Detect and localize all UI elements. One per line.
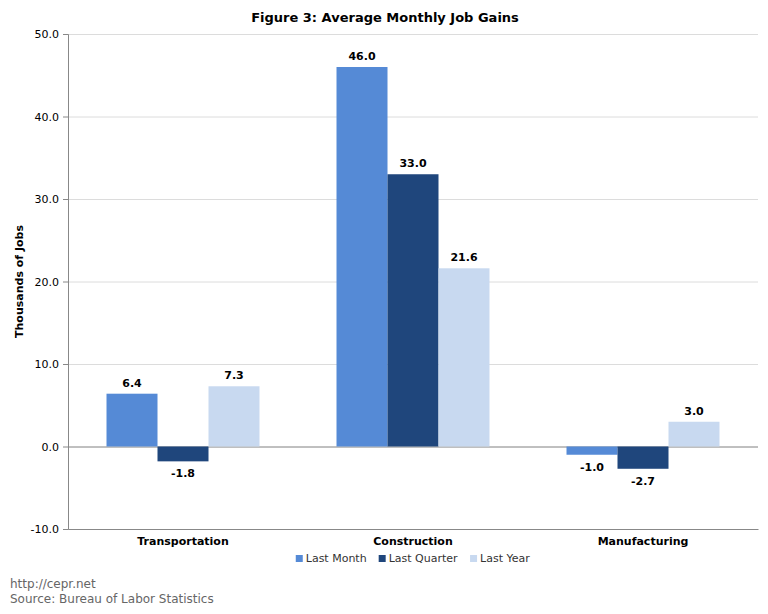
legend: Last Month Last Quarter Last Year bbox=[296, 552, 530, 565]
data-label: 6.4 bbox=[122, 377, 142, 390]
grid-line bbox=[68, 34, 758, 35]
y-tick-mark bbox=[63, 282, 68, 283]
chart: -10.0 0.0 10.0 20.0 30.0 40.0 50.0 Transportati… bbox=[0, 0, 768, 614]
data-label: -2.7 bbox=[631, 475, 655, 488]
data-label: 33.0 bbox=[399, 157, 426, 170]
x-tick: Transportation bbox=[137, 529, 228, 548]
data-label: -1.0 bbox=[580, 461, 604, 474]
x-tick-label: Construction bbox=[373, 535, 452, 548]
y-tick-label: 30.0 bbox=[35, 193, 60, 206]
y-tick-mark bbox=[63, 364, 68, 365]
y-tick-mark bbox=[63, 34, 68, 35]
legend-item: Last Quarter bbox=[379, 552, 458, 565]
x-axis-line bbox=[69, 529, 759, 530]
annotation: http://cepr.net bbox=[10, 577, 96, 591]
y-tick-label: 0.0 bbox=[42, 441, 60, 454]
bar bbox=[158, 447, 209, 462]
y-axis-title: Thousands of Jobs bbox=[13, 225, 26, 338]
legend-swatch bbox=[296, 555, 303, 562]
bar bbox=[208, 386, 259, 446]
annotation: Source: Bureau of Labor Statistics bbox=[10, 592, 214, 606]
bar bbox=[438, 268, 489, 446]
legend-item: Last Year bbox=[470, 552, 530, 565]
bar bbox=[337, 67, 388, 447]
x-axis: Transportation Construction Manufacturing bbox=[69, 529, 759, 548]
y-tick-label: 10.0 bbox=[35, 358, 60, 371]
data-label: 46.0 bbox=[348, 50, 375, 63]
legend-swatch bbox=[379, 555, 386, 562]
x-tick-label: Manufacturing bbox=[598, 535, 689, 548]
y-tick-mark bbox=[63, 199, 68, 200]
bars bbox=[107, 67, 720, 469]
y-tick-mark bbox=[63, 447, 68, 448]
y-tick-mark bbox=[63, 529, 68, 530]
bar bbox=[618, 447, 669, 469]
legend-item: Last Month bbox=[296, 552, 367, 565]
x-tick: Manufacturing bbox=[598, 529, 689, 548]
y-tick-mark bbox=[63, 117, 68, 118]
y-tick-label: -10.0 bbox=[31, 523, 59, 536]
y-tick: 50.0 bbox=[35, 28, 69, 41]
bar bbox=[388, 174, 439, 446]
y-tick-label: 50.0 bbox=[35, 28, 60, 41]
data-label: 21.6 bbox=[450, 251, 477, 264]
data-label: -1.8 bbox=[171, 467, 195, 480]
y-tick: -10.0 bbox=[31, 523, 68, 536]
legend-label: Last Month bbox=[306, 552, 367, 565]
grid-line bbox=[68, 117, 758, 118]
y-tick: 0.0 bbox=[42, 441, 69, 454]
y-tick: 20.0 bbox=[35, 276, 69, 289]
legend-label: Last Year bbox=[480, 552, 530, 565]
y-tick: 40.0 bbox=[35, 111, 69, 124]
y-axis: -10.0 0.0 10.0 20.0 30.0 40.0 50.0 bbox=[31, 28, 69, 536]
x-tick-label: Transportation bbox=[137, 535, 228, 548]
y-tick: 10.0 bbox=[35, 358, 69, 371]
data-labels: 6.4 46.0 -1.0 -1.8 33.0 -2.7 7.3 21.6 3.0 bbox=[122, 50, 704, 488]
y-axis-line bbox=[63, 35, 69, 530]
data-label: 3.0 bbox=[684, 405, 704, 418]
grid bbox=[68, 35, 758, 530]
bar bbox=[107, 394, 158, 447]
source-notes: http://cepr.netSource: Bureau of Labor S… bbox=[10, 577, 214, 606]
y-tick-label: 20.0 bbox=[35, 276, 60, 289]
y-tick-label: 40.0 bbox=[35, 111, 60, 124]
legend-label: Last Quarter bbox=[389, 552, 458, 565]
y-tick: 30.0 bbox=[35, 193, 69, 206]
grid-line bbox=[68, 529, 758, 530]
bar bbox=[567, 447, 618, 455]
data-label: 7.3 bbox=[224, 369, 244, 382]
x-tick: Construction bbox=[373, 529, 452, 548]
legend-swatch bbox=[470, 555, 477, 562]
bar bbox=[668, 422, 719, 447]
title: Figure 3: Average Monthly Job Gains bbox=[251, 10, 519, 25]
